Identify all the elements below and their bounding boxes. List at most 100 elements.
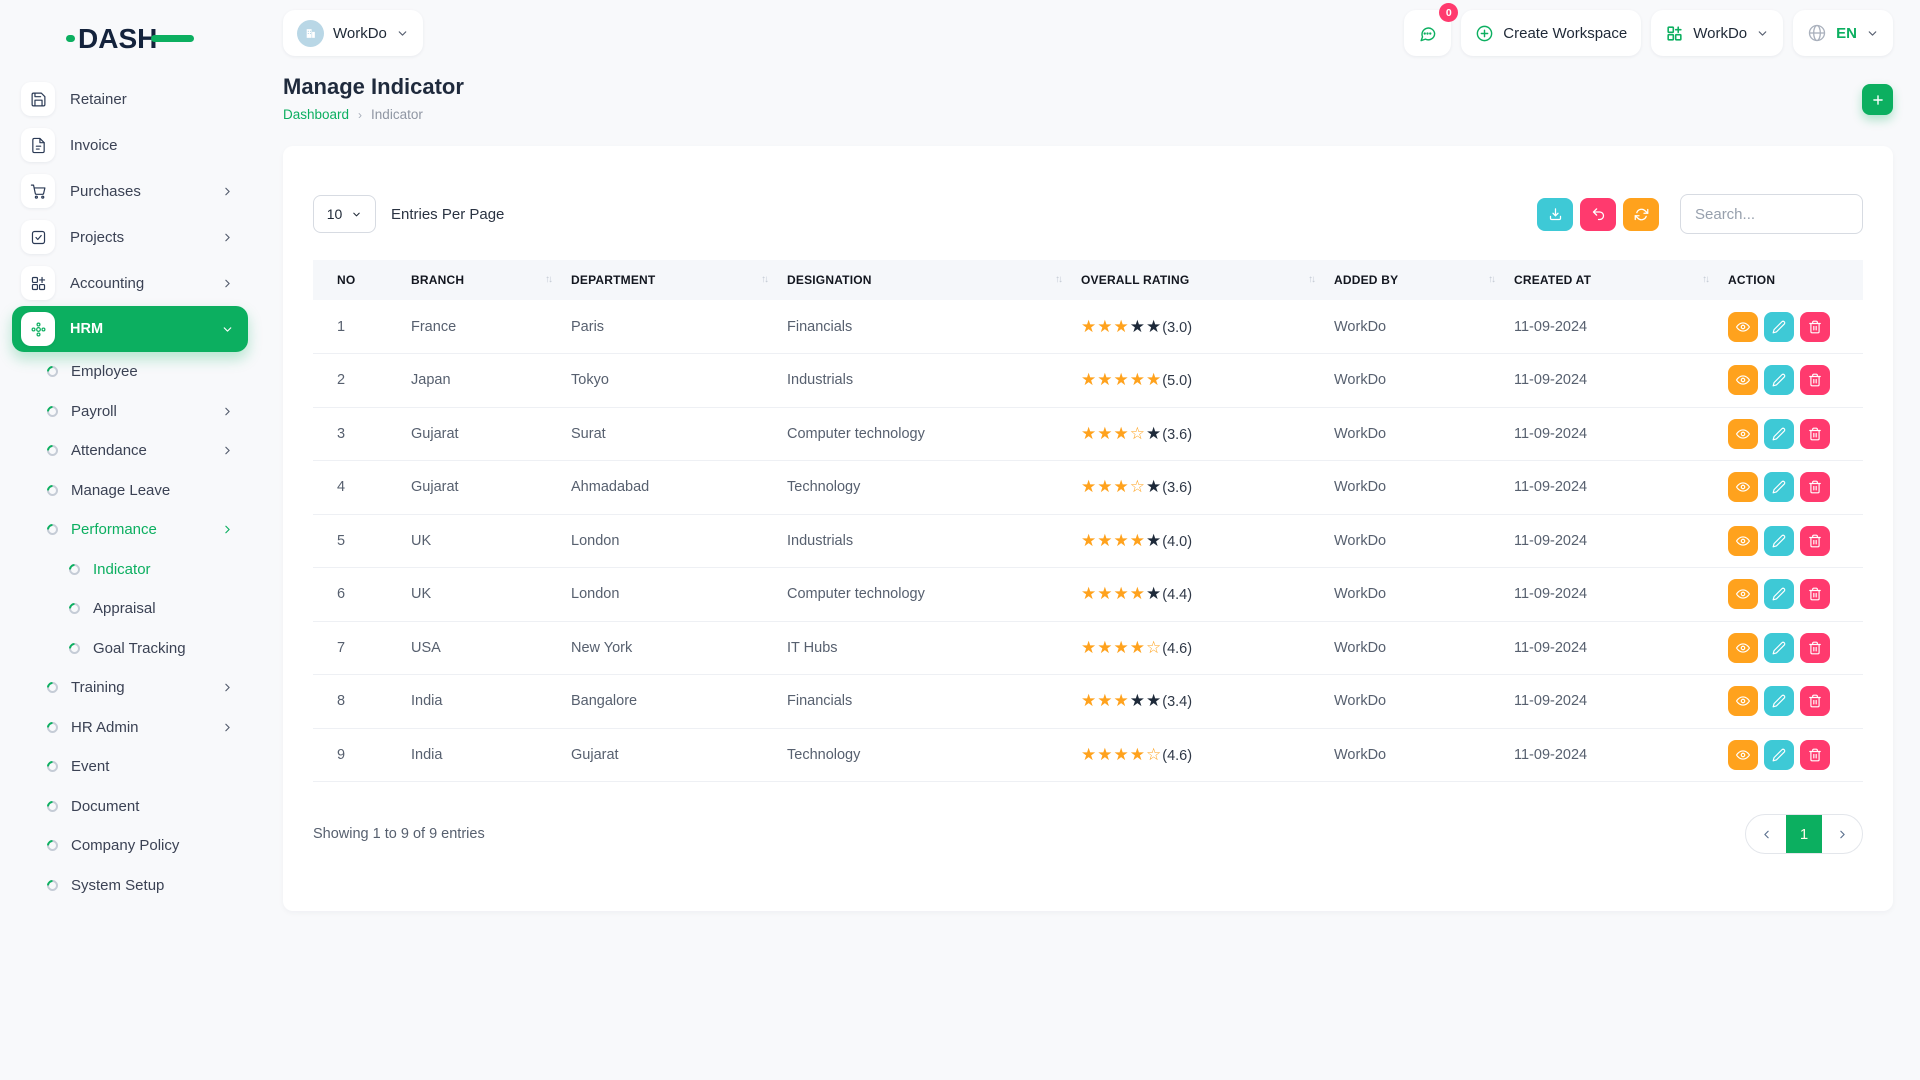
- chevron-down-icon: [396, 27, 409, 40]
- sidebar-item-hrm[interactable]: HRM: [12, 306, 248, 352]
- sidebar-item-retainer[interactable]: Retainer: [12, 76, 248, 122]
- pencil-icon: [1772, 641, 1786, 655]
- sidebar-item-payroll[interactable]: Payroll: [12, 392, 248, 432]
- create-workspace-label: Create Workspace: [1503, 24, 1628, 42]
- entries-per-page-select[interactable]: 10: [313, 195, 376, 233]
- export-download-button[interactable]: [1537, 197, 1573, 231]
- sidebar-item-company-policy[interactable]: Company Policy: [12, 826, 248, 866]
- sort-icon[interactable]: ↑↓: [1702, 274, 1710, 285]
- delete-button[interactable]: [1800, 472, 1830, 503]
- edit-button[interactable]: [1764, 739, 1794, 770]
- language-selector[interactable]: EN: [1793, 10, 1893, 56]
- messages-button[interactable]: 0: [1404, 3, 1459, 56]
- sort-icon[interactable]: ↑↓: [545, 274, 553, 285]
- view-button[interactable]: [1728, 472, 1758, 503]
- sidebar-item-indicator[interactable]: Indicator: [12, 550, 248, 590]
- cell-branch: France: [401, 300, 561, 354]
- column-header-branch[interactable]: BRANCH ↑↓: [401, 260, 561, 300]
- view-button[interactable]: [1728, 632, 1758, 663]
- sort-icon[interactable]: ↑↓: [1488, 274, 1496, 285]
- workspace-selector[interactable]: WorkDo: [283, 10, 423, 56]
- delete-button[interactable]: [1800, 418, 1830, 449]
- delete-button[interactable]: [1800, 365, 1830, 396]
- eye-icon: [1736, 643, 1750, 653]
- sidebar-item-employee[interactable]: Employee: [12, 352, 248, 392]
- column-header-designation[interactable]: DESIGNATION ↑↓: [777, 260, 1071, 300]
- view-button[interactable]: [1728, 579, 1758, 610]
- pagination-current-page[interactable]: 1: [1786, 815, 1822, 853]
- page-title: Manage Indicator: [283, 74, 464, 99]
- view-button[interactable]: [1728, 418, 1758, 449]
- column-header-overall-rating[interactable]: OVERALL RATING ↑↓: [1071, 260, 1324, 300]
- breadcrumb-separator-icon: ›: [358, 107, 363, 122]
- table-body: 1 France Paris Financials ★★★★★(3.0) Wor…: [313, 300, 1863, 782]
- trash-icon: [1809, 748, 1821, 762]
- cell-branch: India: [401, 728, 561, 782]
- sort-icon[interactable]: ↑↓: [1055, 274, 1063, 285]
- table-row: 8 India Bangalore Financials ★★★★★(3.4) …: [313, 674, 1863, 729]
- sidebar-item-purchases[interactable]: Purchases: [12, 168, 248, 214]
- sidebar-item-invoice[interactable]: Invoice: [12, 122, 248, 168]
- sidebar-item-manage-leave[interactable]: Manage Leave: [12, 471, 248, 511]
- chat-icon: [1420, 26, 1436, 41]
- table-row: 9 India Gujarat Technology ★★★★☆(4.6) Wo…: [313, 728, 1863, 782]
- sidebar-item-projects[interactable]: Projects: [12, 214, 248, 260]
- column-header-department[interactable]: DEPARTMENT ↑↓: [561, 260, 777, 300]
- delete-button[interactable]: [1800, 311, 1830, 342]
- sidebar-item-training[interactable]: Training: [12, 668, 248, 708]
- cell-no: 6: [313, 567, 401, 622]
- sidebar-item-appraisal[interactable]: Appraisal: [12, 589, 248, 629]
- refresh-button[interactable]: [1623, 197, 1659, 231]
- reset-button[interactable]: [1580, 197, 1616, 231]
- delete-button[interactable]: [1800, 739, 1830, 770]
- view-button[interactable]: [1728, 311, 1758, 342]
- edit-button[interactable]: [1764, 472, 1794, 503]
- edit-button[interactable]: [1764, 365, 1794, 396]
- cell-action: [1718, 353, 1863, 408]
- edit-button[interactable]: [1764, 686, 1794, 717]
- breadcrumb-dashboard-link[interactable]: Dashboard: [283, 107, 350, 122]
- sort-icon[interactable]: ↑↓: [1308, 274, 1316, 285]
- sidebar-item-label: Indicator: [93, 560, 151, 578]
- delete-button[interactable]: [1800, 632, 1830, 663]
- sidebar-item-document[interactable]: Document: [12, 787, 248, 827]
- app-logo[interactable]: DASH: [12, 12, 248, 64]
- delete-button[interactable]: [1800, 525, 1830, 556]
- sidebar-item-accounting[interactable]: Accounting: [12, 260, 248, 306]
- edit-button[interactable]: [1764, 418, 1794, 449]
- delete-button[interactable]: [1800, 579, 1830, 610]
- sidebar-item-system-setup[interactable]: System Setup: [12, 866, 248, 906]
- view-button[interactable]: [1728, 525, 1758, 556]
- edit-button[interactable]: [1764, 525, 1794, 556]
- toolbar-actions: [1537, 194, 1863, 234]
- column-header-action: ACTION: [1718, 260, 1863, 300]
- sidebar-item-label: Training: [71, 679, 125, 697]
- edit-button[interactable]: [1764, 579, 1794, 610]
- sidebar-item-performance[interactable]: Performance: [12, 510, 248, 550]
- sidebar-item-goal-tracking[interactable]: Goal Tracking: [12, 629, 248, 669]
- cell-department: Ahmadabad: [561, 460, 777, 515]
- column-header-created-at[interactable]: CREATED AT ↑↓: [1504, 260, 1718, 300]
- pagination-prev-button[interactable]: [1746, 815, 1786, 853]
- view-button[interactable]: [1728, 739, 1758, 770]
- edit-button[interactable]: [1764, 632, 1794, 663]
- page-header: Manage Indicator Dashboard › Indicator: [283, 74, 1893, 122]
- cell-created-at: 11-09-2024: [1504, 460, 1718, 515]
- view-button[interactable]: [1728, 365, 1758, 396]
- search-input[interactable]: [1680, 194, 1863, 234]
- sidebar-item-event[interactable]: Event: [12, 747, 248, 787]
- workspace-menu-button[interactable]: WorkDo: [1651, 10, 1784, 56]
- column-header-added-by[interactable]: ADDED BY ↑↓: [1324, 260, 1504, 300]
- trash-icon: [1809, 373, 1821, 387]
- edit-button[interactable]: [1764, 311, 1794, 342]
- view-button[interactable]: [1728, 686, 1758, 717]
- cell-designation: Industrials: [777, 514, 1071, 568]
- sidebar-item-hr-admin[interactable]: HR Admin: [12, 708, 248, 748]
- sort-icon[interactable]: ↑↓: [761, 274, 769, 285]
- add-indicator-button[interactable]: [1862, 84, 1893, 115]
- delete-button[interactable]: [1800, 686, 1830, 717]
- sidebar-item-attendance[interactable]: Attendance: [12, 431, 248, 471]
- create-workspace-button[interactable]: Create Workspace: [1461, 10, 1642, 56]
- cell-branch: UK: [401, 514, 561, 568]
- pagination-next-button[interactable]: [1822, 815, 1862, 853]
